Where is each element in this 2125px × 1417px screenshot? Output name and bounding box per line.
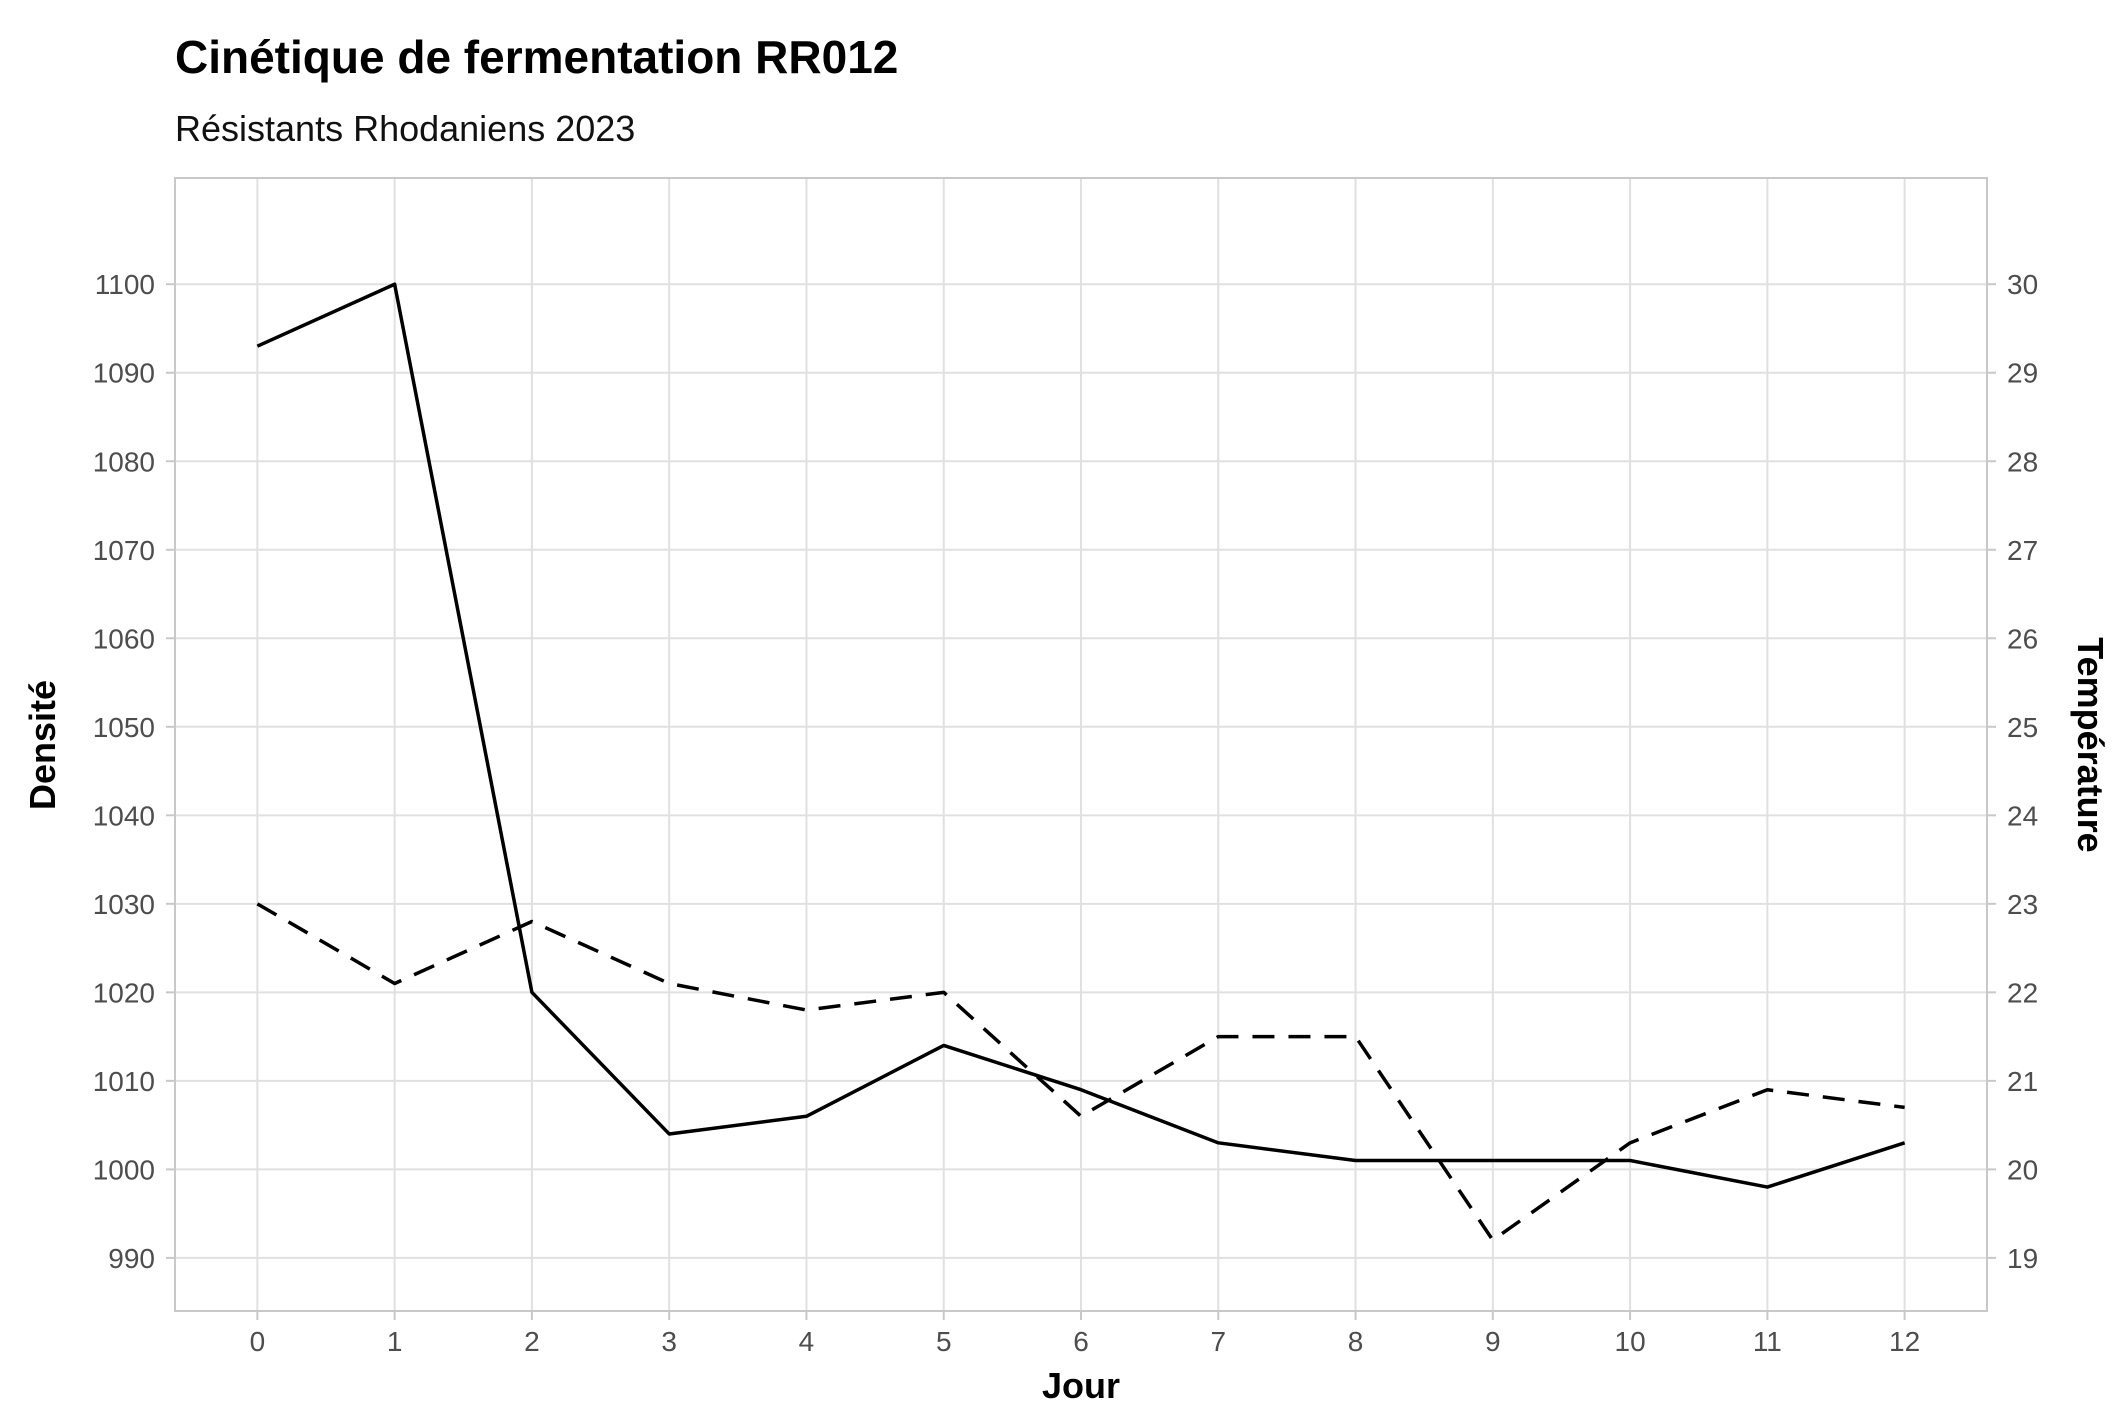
y-tick-label: 1090 xyxy=(93,358,155,389)
y-tick-label: 1050 xyxy=(93,712,155,743)
y2-tick-label: 26 xyxy=(2007,623,2038,654)
x-tick-label: 10 xyxy=(1615,1326,1646,1357)
y2-tick-label: 30 xyxy=(2007,269,2038,300)
x-tick-label: 3 xyxy=(661,1326,677,1357)
x-tick-label: 5 xyxy=(936,1326,952,1357)
x-tick-label: 8 xyxy=(1348,1326,1364,1357)
y2-tick-label: 19 xyxy=(2007,1243,2038,1274)
y2-tick-label: 23 xyxy=(2007,889,2038,920)
y-tick-label: 1030 xyxy=(93,889,155,920)
y-tick-label: 1060 xyxy=(93,623,155,654)
y-tick-label: 1080 xyxy=(93,446,155,477)
y2-tick-label: 22 xyxy=(2007,977,2038,1008)
chart-title: Cinétique de fermentation RR012 xyxy=(175,31,899,83)
x-tick-label: 6 xyxy=(1073,1326,1089,1357)
y2-axis-title: Température xyxy=(2070,637,2111,852)
temperature-line xyxy=(256,902,1905,1242)
x-tick-label: 2 xyxy=(524,1326,540,1357)
y-tick-label: 1010 xyxy=(93,1066,155,1097)
x-tick-label: 4 xyxy=(799,1326,815,1357)
y2-tick-label: 21 xyxy=(2007,1066,2038,1097)
y-tick-label: 1100 xyxy=(95,269,155,300)
x-tick-label: 7 xyxy=(1210,1326,1226,1357)
y2-tick-label: 29 xyxy=(2007,358,2038,389)
series-lines xyxy=(256,282,1906,1242)
y-tick-label: 1070 xyxy=(93,535,155,566)
y2-tick-label: 27 xyxy=(2007,535,2038,566)
x-tick-label: 0 xyxy=(250,1326,266,1357)
x-tick-label: 12 xyxy=(1889,1326,1920,1357)
x-tick-label: 9 xyxy=(1485,1326,1501,1357)
y-axis-title: Densité xyxy=(22,680,63,810)
x-tick-label: 11 xyxy=(1753,1326,1782,1357)
y-tick-label: 1000 xyxy=(93,1154,155,1185)
y2-tick-label: 24 xyxy=(2007,800,2038,831)
y-tick-label: 990 xyxy=(108,1243,155,1274)
chart-subtitle: Résistants Rhodaniens 2023 xyxy=(175,108,636,149)
grid-lines xyxy=(175,178,1987,1311)
density-line xyxy=(256,282,1906,1189)
y-tick-label: 1020 xyxy=(93,977,155,1008)
y2-tick-label: 20 xyxy=(2007,1154,2038,1185)
y2-tick-label: 25 xyxy=(2007,712,2038,743)
y-tick-label: 1040 xyxy=(93,800,155,831)
y2-tick-label: 28 xyxy=(2007,446,2038,477)
x-axis-title: Jour xyxy=(1042,1365,1120,1406)
axis-ticks: 0 1 2 3 4 5 6 7 8 9 10 11 12990100010101020103010401… xyxy=(93,269,2038,1357)
x-tick-label: 1 xyxy=(387,1326,403,1357)
